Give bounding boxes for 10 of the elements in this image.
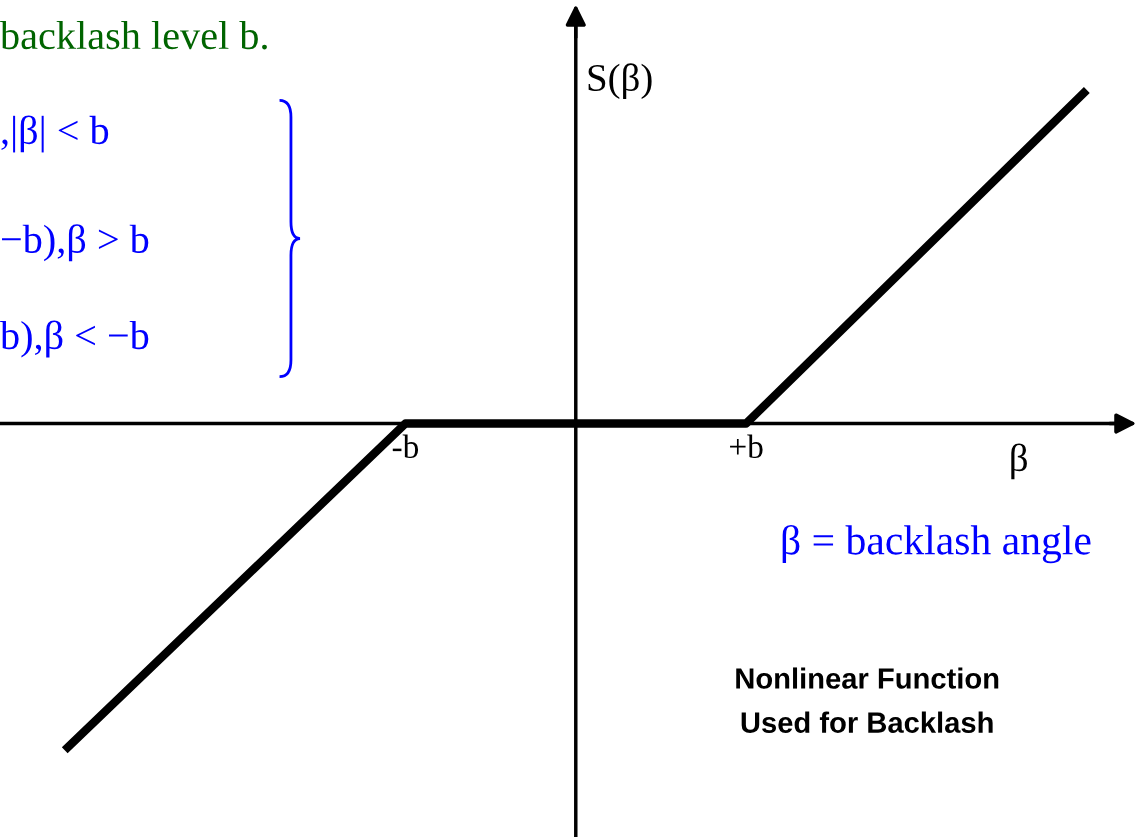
annotation: −b),β > b [2, 224, 149, 262]
annotation: ,|β| < b [1, 115, 109, 153]
x-axis-title: β [1011, 443, 1027, 480]
annotation: β = backlash angle [782, 524, 1091, 564]
text: backlash level b. [0, 20, 267, 50]
x-tick-label: +b [730, 434, 763, 459]
y-axis-title: S(β) [588, 63, 652, 100]
annotation: b),β < −b [0, 320, 149, 358]
annotation: Nonlinear Function Used for Backlash [736, 667, 999, 733]
x-tick-label: -b [392, 434, 419, 459]
